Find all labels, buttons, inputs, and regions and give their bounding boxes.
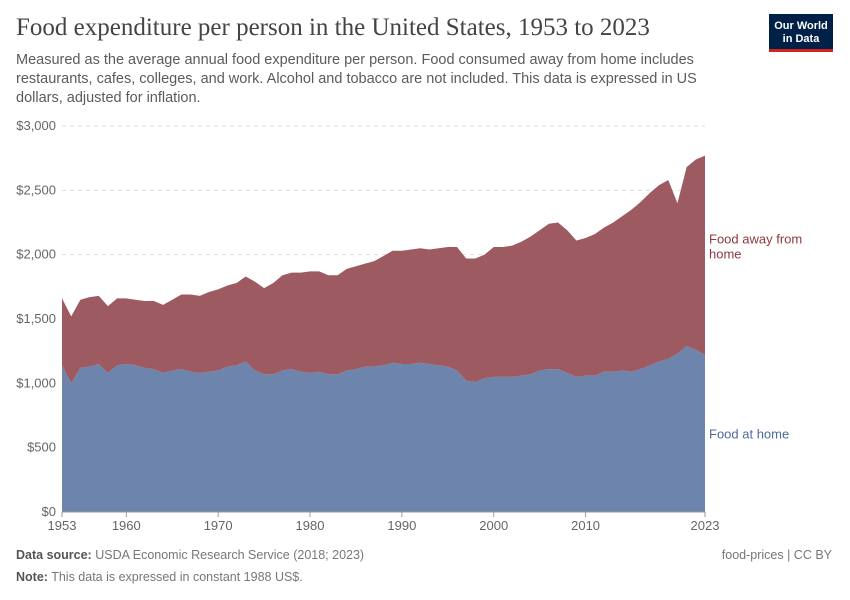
y-tick-label: $500 [27,440,56,455]
area-food-away-from-home [62,155,705,384]
license[interactable]: food-prices | CC BY [721,548,832,562]
y-tick-label: $2,500 [16,182,56,197]
note: Note: This data is expressed in constant… [16,570,303,584]
legend-label: Food at home [709,427,789,442]
source-text[interactable]: USDA Economic Research Service (2018; 20… [95,548,365,562]
y-tick-label: $3,000 [16,118,56,133]
chart-subtitle: Measured as the average annual food expe… [16,52,697,106]
note-label: Note: [16,570,48,584]
source-label: Data source: [16,548,92,562]
note-text: This data is expressed in constant 1988 … [51,570,303,584]
y-tick-label: $1,500 [16,311,56,326]
x-tick-label: 2010 [571,518,600,533]
y-tick-label: $1,000 [16,375,56,390]
owid-logo[interactable]: Our World in Data [769,14,833,52]
y-tick-label: $2,000 [16,247,56,262]
chart-title: Food expenditure per person in the Unite… [16,14,650,41]
x-tick-label: 2023 [691,518,720,533]
x-tick-label: 1960 [112,518,141,533]
legend-label: Food away from home [709,231,802,261]
legend-line: home [709,246,742,261]
y-tick-label: $0 [42,504,56,519]
chart-area: $0 $500 $1,000 $1,500 $2,000 $2,500 $3,000 Food… [16,118,802,533]
x-tick-label: 1970 [204,518,233,533]
x-tick-label: 2000 [479,518,508,533]
x-tick-label: 1980 [296,518,325,533]
data-source: Data source: USDA Economic Research Serv… [16,548,364,562]
legend-line: Food away from [709,231,802,246]
x-tick-label: 1953 [48,518,77,533]
x-tick-label: 1990 [387,518,416,533]
area-food-at-home [62,346,705,512]
